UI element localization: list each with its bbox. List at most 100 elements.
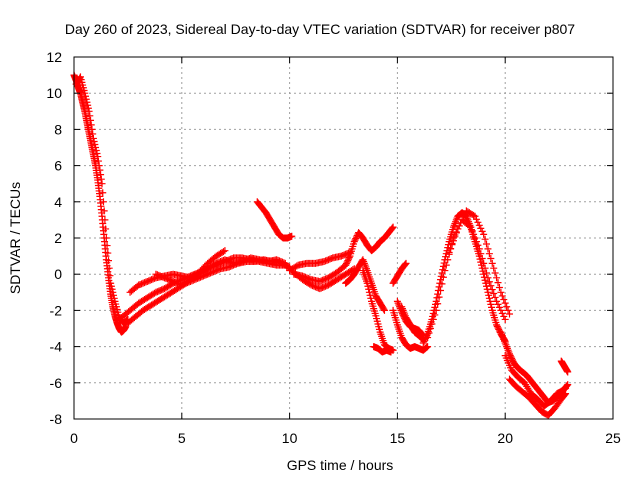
data-point: [342, 260, 350, 268]
data-point: [478, 255, 486, 263]
data-point: [431, 303, 439, 311]
data-point: [442, 261, 450, 269]
data-point: [484, 288, 492, 296]
data-point: [458, 216, 466, 224]
data-point: [429, 315, 437, 323]
data-point: [494, 300, 502, 308]
data-point: [503, 303, 511, 311]
data-point: [422, 344, 430, 352]
data-point: [482, 279, 490, 287]
data-point: [483, 269, 491, 277]
data-point: [468, 227, 476, 235]
data-point: [500, 312, 508, 320]
data-point: [484, 274, 492, 282]
data-point: [99, 198, 107, 206]
data-point: [564, 381, 572, 389]
data-point: [102, 234, 110, 242]
data-point: [288, 232, 296, 240]
series-hump-13: [342, 223, 397, 269]
data-point: [424, 343, 432, 351]
data-point: [493, 321, 501, 329]
data-point: [104, 249, 112, 257]
data-point: [76, 74, 84, 82]
data-point: [431, 311, 439, 319]
data-point: [449, 237, 457, 245]
series-low-14: [359, 267, 397, 354]
data-point: [366, 291, 374, 299]
series-end-23: [557, 357, 572, 376]
data-point: [478, 227, 486, 235]
data-point: [86, 112, 94, 120]
data-point: [475, 245, 483, 253]
data-point: [94, 157, 102, 165]
data-point: [485, 250, 493, 258]
data-point: [437, 286, 445, 294]
data-point: [90, 137, 98, 145]
data-point: [95, 162, 103, 170]
data-point: [470, 211, 478, 219]
data-point: [387, 348, 395, 356]
data-point: [380, 305, 388, 313]
data-point: [483, 240, 491, 248]
data-point: [432, 306, 440, 314]
data-point: [99, 189, 107, 197]
data-point: [480, 259, 488, 267]
data-point: [109, 288, 117, 296]
data-point: [485, 294, 493, 302]
data-point: [480, 230, 488, 238]
y-tick-labels: -8 -6 -4 -2 0 2 4 6 8 10 12: [46, 49, 62, 427]
data-point: [491, 269, 499, 277]
data-point: [419, 339, 427, 347]
data-point: [93, 150, 101, 158]
y-tick-label: 4: [54, 194, 62, 210]
series-band-10-12b: [286, 248, 354, 275]
data-point: [92, 144, 100, 151]
data-point: [438, 280, 446, 288]
x-tick-label: 15: [390, 430, 406, 446]
data-point: [367, 294, 375, 302]
data-point: [504, 306, 512, 314]
data-point: [561, 391, 569, 399]
data-point: [434, 290, 442, 298]
series-peak-18c: [445, 207, 514, 318]
y-tick-label: 6: [54, 158, 62, 174]
data-point: [455, 222, 463, 230]
data-point: [85, 107, 93, 115]
data-point: [500, 296, 508, 304]
data-point: [389, 223, 397, 231]
data-point: [562, 390, 570, 398]
x-tick-label: 5: [178, 430, 186, 446]
x-tick-label: 25: [605, 430, 621, 446]
series-valley-15b: [389, 306, 432, 354]
series-tail-21b: [501, 352, 572, 410]
data-point: [388, 224, 396, 232]
data-point: [344, 257, 352, 265]
data-point: [452, 229, 460, 237]
data-point: [493, 297, 501, 305]
data-point: [471, 234, 479, 242]
data-point: [345, 255, 353, 263]
data-point: [495, 283, 503, 291]
data-point: [100, 207, 108, 215]
data-point: [88, 125, 96, 133]
data-point: [465, 222, 473, 230]
data-point: [428, 320, 436, 328]
data-point: [219, 248, 227, 256]
data-point: [439, 273, 447, 281]
x-tick-label: 10: [282, 430, 298, 446]
data-point: [467, 223, 475, 231]
data-point: [445, 248, 453, 256]
series-midday-d: [152, 254, 289, 289]
y-axis-label: SDTVAR / TECUs: [7, 182, 23, 294]
data-point: [472, 215, 480, 223]
data-point: [488, 286, 496, 294]
series-drop-13: [342, 256, 388, 314]
data-point: [454, 225, 462, 233]
x-tick-labels: 0 5 10 15 20 25: [70, 430, 621, 446]
data-point: [424, 334, 432, 342]
data-point: [87, 116, 95, 124]
data-point: [365, 288, 373, 296]
x-tick-label: 20: [497, 430, 513, 446]
data-point: [101, 216, 109, 224]
